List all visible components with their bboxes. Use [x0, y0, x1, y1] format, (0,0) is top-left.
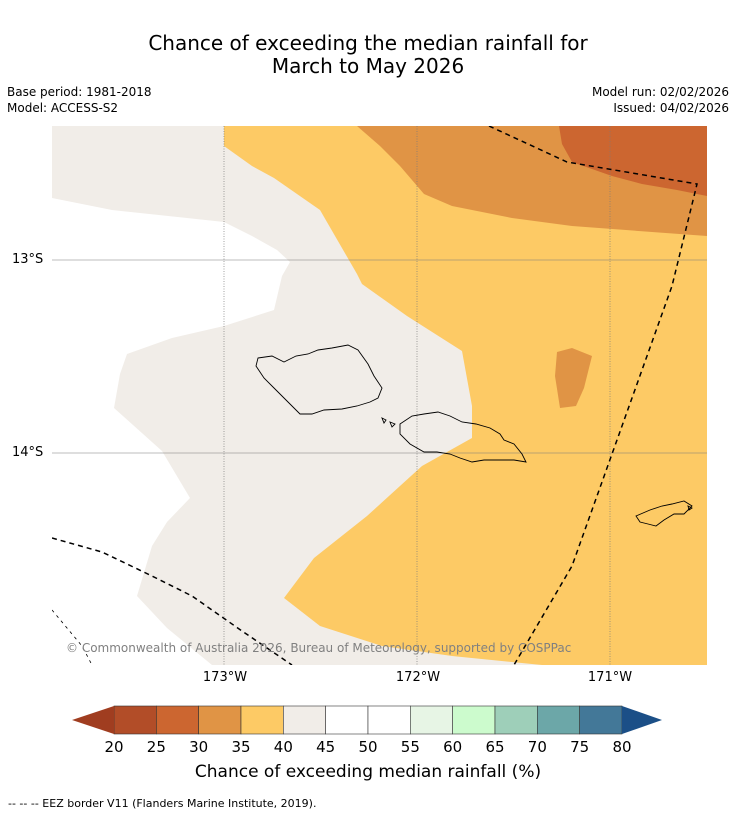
colorbar-label: Chance of exceeding median rainfall (%) — [194, 762, 542, 782]
colorbar-cell — [537, 705, 580, 735]
colorbar-tick-label: 65 — [485, 738, 505, 756]
colorbar-tick-label: 45 — [316, 738, 336, 756]
colorbar-cell — [579, 705, 623, 735]
manono-island-outline — [389, 421, 396, 428]
colorbar-tick-label: 70 — [527, 738, 547, 756]
model-name: Model: ACCESS-S2 — [7, 101, 119, 115]
colorbar-cell — [452, 705, 496, 735]
eez-border — [52, 126, 698, 665]
colorbar-tick-label: 20 — [104, 738, 124, 756]
eez-border-north — [488, 126, 698, 665]
colorbar-cell — [410, 705, 453, 735]
probability-zone-45-55 — [52, 198, 290, 665]
aunuu-island-outline — [687, 505, 693, 511]
eez-border-southwest — [52, 537, 293, 665]
issued-date: Issued: 04/02/2026 — [613, 101, 729, 115]
colorbar-cell — [198, 705, 242, 735]
colorbar-tick-label: 55 — [400, 738, 420, 756]
islands — [255, 344, 693, 527]
map-gridlines — [52, 126, 707, 665]
upolu-island-outline — [399, 411, 527, 463]
apolima-island-outline — [381, 417, 387, 424]
colorbar-cell — [240, 705, 284, 735]
eez-border-far-southwest — [52, 609, 93, 665]
colorbar-cell — [283, 705, 326, 735]
colorbar-tick-label: 30 — [189, 738, 209, 756]
probability-zone-30-35-east — [555, 348, 592, 408]
savaii-island-outline — [255, 344, 383, 415]
base-period: Base period: 1981-2018 — [7, 85, 152, 99]
lon-label-171w: 171°W — [587, 670, 633, 685]
probability-zone-25-30 — [559, 126, 707, 196]
colorbar-tick-label: 60 — [443, 738, 463, 756]
lat-label-13s: 13°S — [12, 252, 44, 267]
colorbar — [72, 705, 662, 735]
colorbar-tick-label: 25 — [146, 738, 166, 756]
map-title-line2: March to May 2026 — [271, 54, 465, 78]
colorbar-high-extension — [622, 706, 662, 734]
eez-footnote: -- -- -- EEZ border V11 (Flanders Marine… — [8, 797, 317, 810]
lon-label-172w: 172°W — [395, 670, 441, 685]
colorbar-tick-label: 75 — [570, 738, 590, 756]
model-run: Model run: 02/02/2026 — [591, 85, 729, 99]
colorbar-cell — [367, 705, 411, 735]
colorbar-tick-label: 50 — [358, 738, 378, 756]
copyright-notice: © Commonwealth of Australia 2026, Bureau… — [66, 641, 572, 655]
map-title-line1: Chance of exceeding the median rainfall … — [148, 31, 588, 55]
colorbar-cell — [325, 705, 369, 735]
tutuila-island-outline — [635, 500, 693, 527]
lat-label-14s: 14°S — [12, 445, 44, 460]
colorbar-cell — [494, 705, 538, 735]
colorbar-tick-label: 40 — [273, 738, 293, 756]
colorbar-tick-label: 80 — [612, 738, 632, 756]
lon-label-173w: 173°W — [202, 670, 248, 685]
colorbar-tick-label: 35 — [231, 738, 251, 756]
colorbar-low-extension — [72, 706, 114, 734]
colorbar-cell — [156, 705, 199, 735]
map-panel[interactable] — [52, 126, 707, 665]
colorbar-cell — [113, 705, 157, 735]
